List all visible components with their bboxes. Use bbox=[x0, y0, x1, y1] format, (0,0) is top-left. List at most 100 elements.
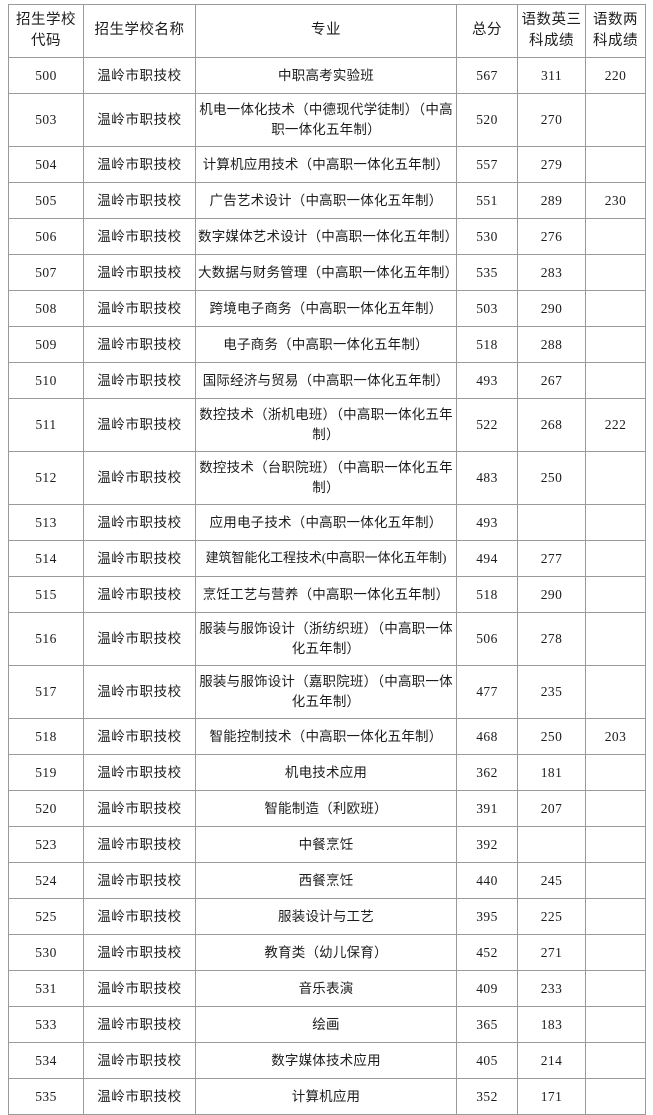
cell-three-subject-score bbox=[517, 504, 586, 541]
cell-two-subject-score bbox=[585, 1078, 646, 1115]
cell-total-score: 477 bbox=[456, 665, 518, 719]
cell-three-subject-score: 289 bbox=[517, 182, 586, 219]
cell-total-score: 440 bbox=[456, 862, 518, 899]
cell-school-code: 533 bbox=[8, 1006, 84, 1043]
table-row: 511 温岭市职技校 数控技术（浙机电班）（中高职一体化五年制） 522 268 222 bbox=[8, 398, 646, 452]
cell-two-subject-score bbox=[585, 754, 646, 791]
cell-total-score: 494 bbox=[456, 540, 518, 577]
table-row: 520 温岭市职技校 智能制造（利欧班） 391 207 bbox=[8, 790, 646, 827]
column-header-two-subject-score: 语数两 科成绩 bbox=[585, 4, 646, 58]
cell-school-code: 505 bbox=[8, 182, 84, 219]
cell-total-score: 452 bbox=[456, 934, 518, 971]
cell-three-subject-score: 268 bbox=[517, 398, 586, 452]
cell-major: 数控技术（台职院班）（中高职一体化五年制） bbox=[195, 451, 457, 505]
cell-school-name: 温岭市职技校 bbox=[83, 1078, 196, 1115]
cell-total-score: 518 bbox=[456, 576, 518, 613]
cell-three-subject-score: 250 bbox=[517, 718, 586, 755]
cell-total-score: 551 bbox=[456, 182, 518, 219]
table-row: 517 温岭市职技校 服装与服饰设计（嘉职院班）（中高职一体化五年制） 477 235 bbox=[8, 665, 646, 719]
cell-three-subject-score: 290 bbox=[517, 576, 586, 613]
cell-three-subject-score: 267 bbox=[517, 362, 586, 399]
column-header-school-code-line1: 招生学校 bbox=[16, 11, 76, 28]
cell-school-name: 温岭市职技校 bbox=[83, 790, 196, 827]
cell-school-name: 温岭市职技校 bbox=[83, 754, 196, 791]
cell-major: 数控技术（浙机电班）（中高职一体化五年制） bbox=[195, 398, 457, 452]
column-header-three-subject-score-line1: 语数英三 bbox=[521, 11, 582, 28]
column-header-total-score: 总分 bbox=[456, 4, 518, 58]
cell-two-subject-score bbox=[585, 540, 646, 577]
cell-three-subject-score: 270 bbox=[517, 93, 586, 147]
cell-two-subject-score bbox=[585, 218, 646, 255]
table-row: 515 温岭市职技校 烹饪工艺与营养（中高职一体化五年制） 518 290 bbox=[8, 576, 646, 613]
cell-school-name: 温岭市职技校 bbox=[83, 1006, 196, 1043]
cell-three-subject-score: 183 bbox=[517, 1006, 586, 1043]
column-header-three-subject-score: 语数英三 科成绩 bbox=[517, 4, 586, 58]
cell-school-code: 519 bbox=[8, 754, 84, 791]
cell-total-score: 405 bbox=[456, 1042, 518, 1079]
table-row: 514 温岭市职技校 建筑智能化工程技术(中高职一体化五年制) 494 277 bbox=[8, 540, 646, 577]
cell-three-subject-score: 290 bbox=[517, 290, 586, 327]
cell-three-subject-score: 250 bbox=[517, 451, 586, 505]
column-header-two-subject-score-line2: 科成绩 bbox=[593, 33, 638, 49]
cell-three-subject-score bbox=[517, 826, 586, 863]
table-row: 533 温岭市职技校 绘画 365 183 bbox=[8, 1006, 646, 1043]
cell-school-name: 温岭市职技校 bbox=[83, 326, 196, 363]
cell-two-subject-score: 230 bbox=[585, 182, 646, 219]
cell-two-subject-score bbox=[585, 254, 646, 291]
cell-school-name: 温岭市职技校 bbox=[83, 182, 196, 219]
table-row: 531 温岭市职技校 音乐表演 409 233 bbox=[8, 970, 646, 1007]
cell-major: 服装与服饰设计（嘉职院班）（中高职一体化五年制） bbox=[195, 665, 457, 719]
cell-school-name: 温岭市职技校 bbox=[83, 362, 196, 399]
cell-two-subject-score bbox=[585, 146, 646, 183]
cell-total-score: 503 bbox=[456, 290, 518, 327]
cell-two-subject-score bbox=[585, 934, 646, 971]
cell-school-code: 514 bbox=[8, 540, 84, 577]
cell-three-subject-score: 277 bbox=[517, 540, 586, 577]
table-row: 507 温岭市职技校 大数据与财务管理（中高职一体化五年制） 535 283 bbox=[8, 254, 646, 291]
cell-three-subject-score: 171 bbox=[517, 1078, 586, 1115]
cell-major: 中餐烹饪 bbox=[195, 826, 457, 863]
cell-school-code: 508 bbox=[8, 290, 84, 327]
cell-two-subject-score bbox=[585, 612, 646, 666]
cell-major: 电子商务（中高职一体化五年制） bbox=[195, 326, 457, 363]
table-row: 509 温岭市职技校 电子商务（中高职一体化五年制） 518 288 bbox=[8, 326, 646, 363]
cell-three-subject-score: 245 bbox=[517, 862, 586, 899]
table-row: 504 温岭市职技校 计算机应用技术（中高职一体化五年制） 557 279 bbox=[8, 146, 646, 183]
cell-school-code: 515 bbox=[8, 576, 84, 613]
table-row: 525 温岭市职技校 服装设计与工艺 395 225 bbox=[8, 898, 646, 935]
cell-school-code: 534 bbox=[8, 1042, 84, 1079]
cell-total-score: 520 bbox=[456, 93, 518, 147]
cell-two-subject-score bbox=[585, 862, 646, 899]
cell-total-score: 392 bbox=[456, 826, 518, 863]
cell-major: 中职高考实验班 bbox=[195, 57, 457, 94]
cell-three-subject-score: 278 bbox=[517, 612, 586, 666]
table-row: 535 温岭市职技校 计算机应用 352 171 bbox=[8, 1078, 646, 1115]
cell-school-name: 温岭市职技校 bbox=[83, 290, 196, 327]
cell-major: 国际经济与贸易（中高职一体化五年制） bbox=[195, 362, 457, 399]
cell-school-code: 509 bbox=[8, 326, 84, 363]
column-header-two-subject-score-line1: 语数两 bbox=[593, 11, 638, 28]
cell-two-subject-score: 220 bbox=[585, 57, 646, 94]
cell-three-subject-score: 233 bbox=[517, 970, 586, 1007]
cell-school-code: 520 bbox=[8, 790, 84, 827]
table-row: 524 温岭市职技校 西餐烹饪 440 245 bbox=[8, 862, 646, 899]
table-row: 508 温岭市职技校 跨境电子商务（中高职一体化五年制） 503 290 bbox=[8, 290, 646, 327]
cell-school-code: 507 bbox=[8, 254, 84, 291]
cell-three-subject-score: 235 bbox=[517, 665, 586, 719]
cell-school-name: 温岭市职技校 bbox=[83, 898, 196, 935]
column-header-school-code-line2: 代码 bbox=[31, 33, 61, 49]
cell-two-subject-score: 203 bbox=[585, 718, 646, 755]
cell-major: 数字媒体技术应用 bbox=[195, 1042, 457, 1079]
cell-major: 烹饪工艺与营养（中高职一体化五年制） bbox=[195, 576, 457, 613]
cell-school-code: 513 bbox=[8, 504, 84, 541]
cell-school-code: 517 bbox=[8, 665, 84, 719]
cell-two-subject-score bbox=[585, 898, 646, 935]
table-row: 500 温岭市职技校 中职高考实验班 567 311 220 bbox=[8, 57, 646, 94]
cell-two-subject-score bbox=[585, 1006, 646, 1043]
cell-three-subject-score: 311 bbox=[517, 57, 586, 94]
column-header-school-name: 招生学校名称 bbox=[83, 4, 196, 58]
cell-major: 机电技术应用 bbox=[195, 754, 457, 791]
cell-school-code: 531 bbox=[8, 970, 84, 1007]
cell-school-name: 温岭市职技校 bbox=[83, 1042, 196, 1079]
